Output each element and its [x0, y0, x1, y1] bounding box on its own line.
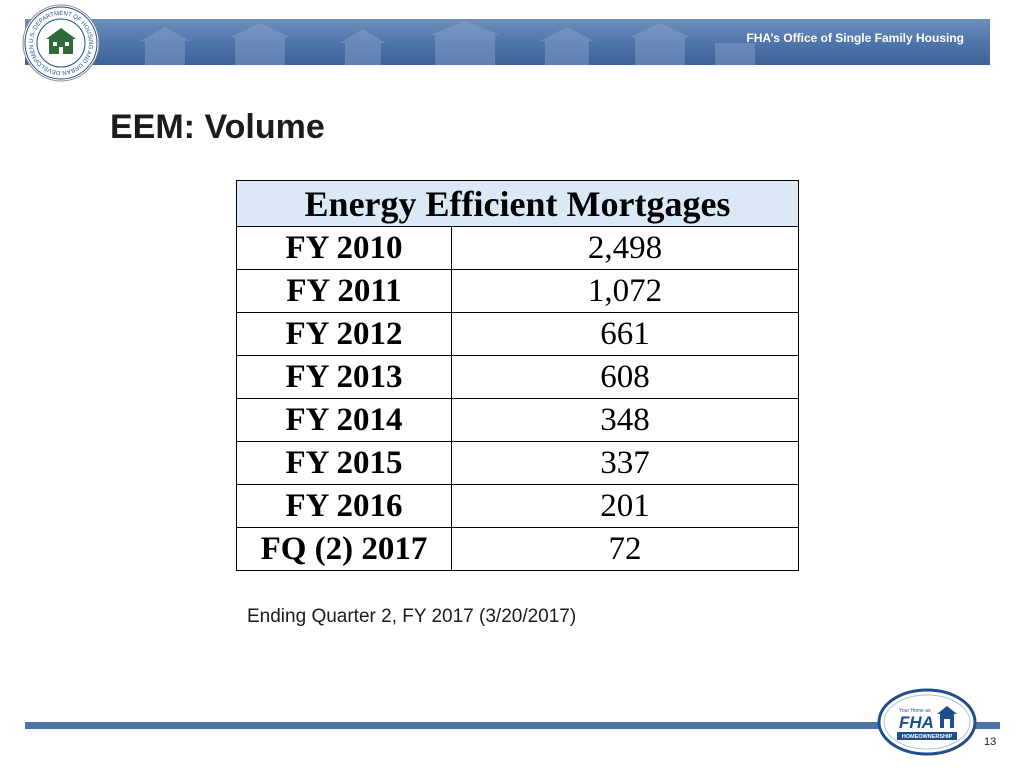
table-row: FY 2010 2,498 [236, 226, 799, 270]
fha-homeownership-logo: Your Home as FHA HOMEOWNERSHIP [877, 688, 977, 756]
year-cell: FY 2011 [236, 269, 452, 313]
year-cell: FY 2015 [236, 441, 452, 485]
page-number: 13 [984, 736, 997, 748]
table-row: FQ (2) 2017 72 [236, 527, 799, 571]
table-row: FY 2014 348 [236, 398, 799, 442]
value-cell: 348 [451, 398, 799, 442]
table-row: FY 2016 201 [236, 484, 799, 528]
hud-seal-logo: U.S. DEPARTMENT OF HOUSING AND URBAN DEV… [22, 4, 100, 82]
value-cell: 201 [451, 484, 799, 528]
table-row: FY 2015 337 [236, 441, 799, 485]
header-banner: FHA’s Office of Single Family Housing [25, 19, 990, 65]
year-cell: FQ (2) 2017 [236, 527, 452, 571]
year-cell: FY 2013 [236, 355, 452, 399]
value-cell: 2,498 [451, 226, 799, 270]
year-cell: FY 2016 [236, 484, 452, 528]
table-row: FY 2011 1,072 [236, 269, 799, 313]
skyline-graphic [140, 21, 755, 65]
year-cell: FY 2012 [236, 312, 452, 356]
svg-text:Your Home as: Your Home as [899, 708, 931, 714]
table-row: FY 2013 608 [236, 355, 799, 399]
year-cell: FY 2014 [236, 398, 452, 442]
value-cell: 72 [451, 527, 799, 571]
footer-bar [25, 722, 1000, 729]
table-header: Energy Efficient Mortgages [236, 180, 799, 227]
value-cell: 661 [451, 312, 799, 356]
value-cell: 1,072 [451, 269, 799, 313]
page-title: EEM: Volume [110, 108, 325, 146]
value-cell: 337 [451, 441, 799, 485]
footnote: Ending Quarter 2, FY 2017 (3/20/2017) [247, 606, 577, 627]
svg-text:HOMEOWNERSHIP: HOMEOWNERSHIP [902, 734, 953, 740]
table-header-row: Energy Efficient Mortgages [236, 180, 799, 227]
eem-volume-table: Energy Efficient Mortgages FY 2010 2,498… [236, 180, 799, 571]
value-cell: 608 [451, 355, 799, 399]
org-label: FHA’s Office of Single Family Housing [746, 31, 964, 45]
table-row: FY 2012 661 [236, 312, 799, 356]
svg-text:FHA: FHA [899, 713, 934, 732]
year-cell: FY 2010 [236, 226, 452, 270]
